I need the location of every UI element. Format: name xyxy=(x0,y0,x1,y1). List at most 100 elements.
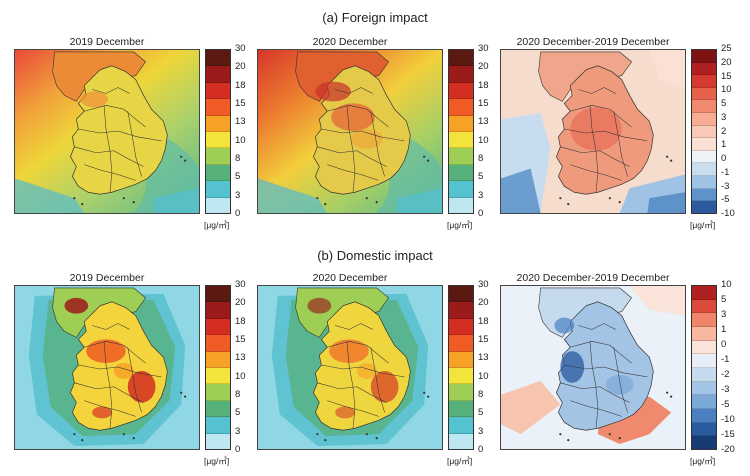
colorbar-segment xyxy=(206,286,230,303)
colorbar-tick-label: -5 xyxy=(721,399,730,410)
colorbar-segment xyxy=(449,384,473,401)
colorbar xyxy=(691,285,717,450)
colorbar-segment xyxy=(206,433,230,450)
colorbar-tick-label: 15 xyxy=(235,334,246,345)
colorbar-tick-label: 13 xyxy=(478,116,489,128)
colorbar-tick-label: 5 xyxy=(235,407,241,419)
colorbar-tick-label: 3 xyxy=(235,425,241,437)
colorbar-ticks: 10 5 3 1 0 -1 -2 -3 -5 -10 -15 -20 xyxy=(721,280,745,455)
colorbar-segment xyxy=(692,100,716,114)
colorbar-segment xyxy=(449,368,473,385)
colorbar-segment xyxy=(692,422,716,437)
colorbar-segment xyxy=(449,181,473,198)
colorbar-tick-label: 10 xyxy=(235,134,246,146)
map-canvas xyxy=(501,50,685,213)
colorbar-tick-label: -3 xyxy=(721,180,730,192)
colorbar-segment xyxy=(449,351,473,369)
colorbar xyxy=(448,285,474,450)
colorbar-segment xyxy=(692,436,716,450)
colorbar-ticks: 30 20 18 15 13 10 8 5 3 0 xyxy=(478,44,502,219)
colorbar-segment xyxy=(449,115,473,133)
colorbar-tick-label: 10 xyxy=(721,84,732,96)
colorbar-segment xyxy=(449,318,473,336)
colorbar-tick-label: -3 xyxy=(721,384,730,395)
colorbar-segment xyxy=(206,115,230,133)
colorbar-segment xyxy=(206,302,230,319)
colorbar-tick-label: -1 xyxy=(721,166,730,178)
colorbar-segment xyxy=(449,82,473,100)
colorbar-tick-label: 3 xyxy=(478,189,484,201)
map-domestic-diff xyxy=(500,285,686,450)
colorbar-tick-label: 20 xyxy=(721,56,732,68)
unit-label: [μg/㎥] xyxy=(447,456,473,466)
map-canvas xyxy=(15,286,199,449)
panel-title: 2020 December xyxy=(312,272,388,284)
colorbar-tick-label: 1 xyxy=(721,324,727,335)
colorbar-tick-label: 15 xyxy=(721,70,732,82)
colorbar-tick-label: 30 xyxy=(235,43,246,54)
colorbar-segment xyxy=(449,148,473,165)
colorbar-tick-label: 2 xyxy=(721,125,727,137)
colorbar-segment xyxy=(206,335,230,352)
colorbar-ticks: 30 20 18 15 13 10 8 5 3 0 xyxy=(235,44,259,219)
colorbar-tick-label: 20 xyxy=(235,61,246,73)
colorbar-tick-label: 3 xyxy=(478,425,484,437)
colorbar-tick-label: 5 xyxy=(235,171,241,183)
colorbar-segment xyxy=(449,417,473,434)
colorbar-tick-label: 8 xyxy=(478,153,484,164)
map-foreign-diff xyxy=(500,49,686,214)
colorbar-ticks: 30 20 18 15 13 10 8 5 3 0 xyxy=(478,280,502,455)
colorbar-tick-label: 3 xyxy=(721,309,727,320)
colorbar-segment xyxy=(449,132,473,149)
colorbar-segment xyxy=(206,384,230,401)
colorbar-segment xyxy=(206,351,230,369)
colorbar xyxy=(691,49,717,214)
colorbar-segment xyxy=(449,99,473,116)
colorbar-tick-label: -1 xyxy=(721,354,730,365)
colorbar-tick-label: 18 xyxy=(235,315,246,327)
colorbar-segment xyxy=(692,409,716,423)
colorbar-segment xyxy=(449,335,473,352)
map-domestic-2019 xyxy=(14,285,200,450)
colorbar-segment xyxy=(206,368,230,385)
panel-title: 2019 December xyxy=(69,272,145,284)
map-foreign-2019 xyxy=(14,49,200,214)
colorbar-segment xyxy=(692,150,716,164)
colorbar xyxy=(205,49,231,214)
colorbar-tick-label: 20 xyxy=(478,61,489,73)
colorbar-segment xyxy=(692,340,716,355)
colorbar-tick-label: 15 xyxy=(235,98,246,109)
colorbar-tick-label: 0 xyxy=(721,339,727,350)
unit-label: [μg/㎥] xyxy=(447,220,473,230)
colorbar-segment xyxy=(692,87,716,101)
colorbar-segment xyxy=(449,164,473,182)
map-canvas xyxy=(258,50,442,213)
colorbar-tick-label: -10 xyxy=(721,208,735,219)
colorbar-segment xyxy=(692,354,716,369)
colorbar-tick-label: 20 xyxy=(478,297,489,309)
colorbar-tick-label: 25 xyxy=(721,43,732,54)
colorbar-segment xyxy=(692,201,716,213)
colorbar-tick-label: -2 xyxy=(721,369,730,380)
colorbar-segment xyxy=(206,318,230,336)
colorbar-segment xyxy=(449,66,473,83)
colorbar-tick-label: 8 xyxy=(235,389,241,400)
colorbar-segment xyxy=(692,395,716,410)
colorbar-tick-label: 1 xyxy=(721,139,727,151)
colorbar-segment xyxy=(449,50,473,67)
colorbar-segment xyxy=(206,132,230,149)
colorbar-tick-label: 10 xyxy=(478,370,489,382)
colorbar-segment xyxy=(692,75,716,88)
unit-label: [μg/㎥] xyxy=(690,456,716,466)
colorbar-segment xyxy=(692,50,716,63)
colorbar-segment xyxy=(449,400,473,418)
colorbar-segment xyxy=(692,138,716,151)
colorbar-tick-label: -20 xyxy=(721,444,735,455)
unit-label: [μg/㎥] xyxy=(690,220,716,230)
colorbar-tick-label: 20 xyxy=(235,297,246,309)
unit-label: [μg/㎥] xyxy=(204,220,230,230)
colorbar-tick-label: -10 xyxy=(721,414,735,425)
colorbar-tick-label: 0 xyxy=(478,444,484,455)
colorbar-segment xyxy=(692,368,716,382)
colorbar-segment xyxy=(206,148,230,165)
